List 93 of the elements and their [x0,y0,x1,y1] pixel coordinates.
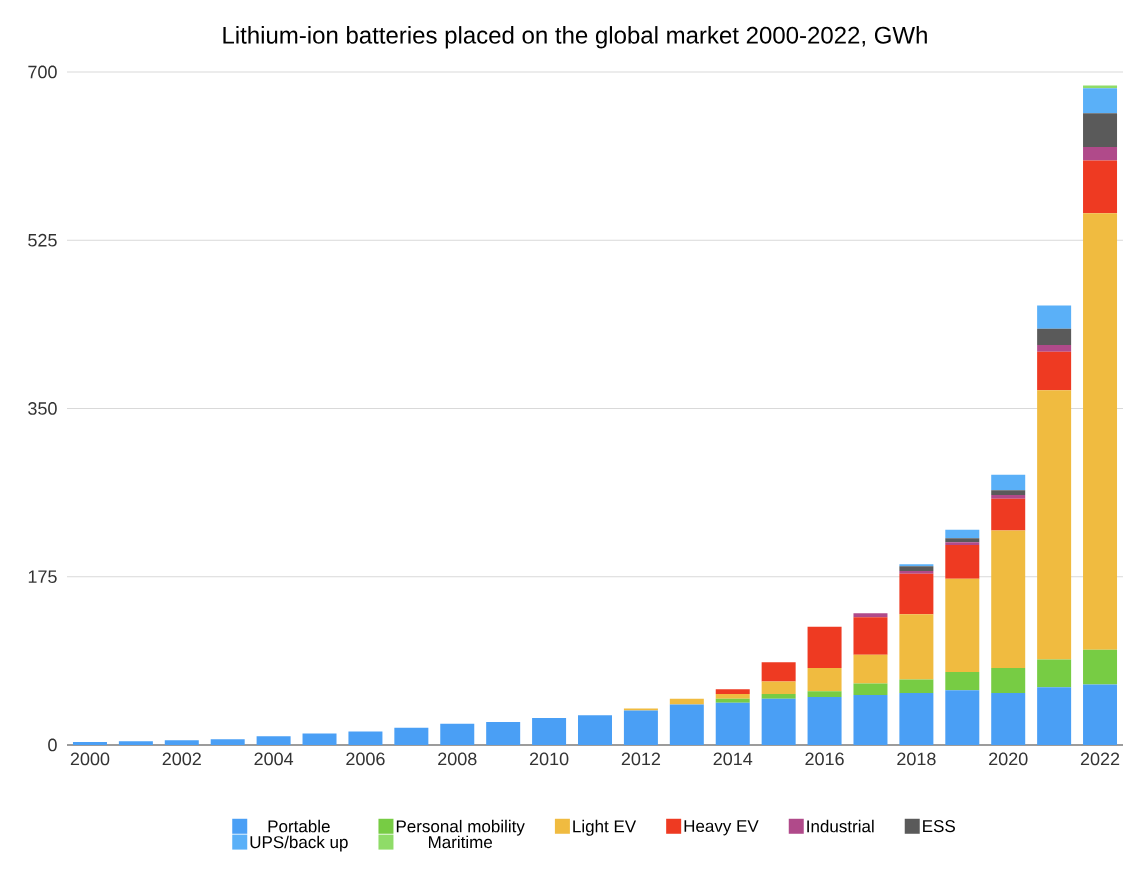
bar [532,718,567,745]
bar [715,698,750,703]
bar [1083,113,1118,147]
bar [899,614,934,680]
x-tick-label: 2014 [713,752,753,766]
legend-label: Light EV [573,819,637,836]
legend-label: ESS [923,820,955,833]
y-tick-label: 700 [28,65,57,79]
y-tick-label: 0 [48,738,57,752]
bar [118,741,153,745]
bar [853,695,888,745]
bar [302,733,337,745]
bar [1083,213,1118,650]
x-tick-label: 2018 [897,752,936,766]
bar [945,538,980,543]
legend-label: Maritime [428,835,493,849]
x-tick-label: 2006 [346,752,385,766]
bar [1083,85,1118,89]
bar [807,691,842,697]
bar [715,702,750,745]
bar [945,671,980,691]
y-tick-label: 175 [28,570,57,584]
bar [1083,649,1118,685]
legend-label: Industrial [807,819,874,833]
bar [761,698,796,745]
bar [945,529,980,539]
bar [440,723,475,745]
bar [853,654,888,684]
bar [899,566,934,571]
x-tick-label: 2000 [70,752,110,766]
x-tick-label: 2016 [805,752,844,766]
bar [256,736,291,745]
bar [991,474,1026,491]
bar [945,690,980,745]
bar [853,683,888,695]
bar [991,693,1026,745]
bar [991,490,1026,496]
bar [1037,305,1072,329]
bar [945,578,980,672]
bar [945,545,980,579]
bar [807,626,842,669]
legend-label: UPS/back up [250,835,348,852]
bar [1083,160,1118,214]
bar [1037,328,1072,346]
y-tick-label: 350 [28,402,57,415]
bar [669,698,704,705]
legend-label: Personal mobility [396,819,525,836]
bar [807,668,842,692]
bar [1083,88,1118,114]
bar [761,662,796,682]
x-tick-label: 2010 [529,752,569,766]
bar [1083,684,1118,745]
bar [578,715,612,745]
bar [486,721,521,745]
bar [1037,687,1072,745]
x-tick-label: 2002 [162,752,201,766]
y-tick-label: 525 [28,233,57,247]
x-tick-label: 2004 [254,752,294,766]
chart-title: Lithium-ion batteries placed on the global market 2000-2022, GWh [223,26,927,49]
bar [164,740,199,745]
bar [394,727,429,745]
bar [1037,345,1072,352]
legend-label: Heavy EV [684,820,759,836]
bar [623,710,658,745]
bar [945,542,980,546]
bar [761,681,796,695]
bar [1037,351,1072,391]
bar [899,679,934,694]
bar [669,704,704,745]
bar [899,693,934,745]
bar [853,613,888,618]
bar [853,617,888,655]
bar [991,530,1026,669]
x-tick-label: 2012 [621,752,661,766]
bar [807,696,842,745]
x-tick-label: 2008 [438,752,477,766]
bar [899,570,934,574]
x-tick-label: 2022 [1080,752,1120,766]
bar [715,694,750,699]
bar [210,739,245,745]
bar [1083,146,1118,161]
bar [1037,659,1072,688]
x-tick-label: 2020 [989,752,1028,766]
bar [991,498,1026,531]
bar [991,668,1026,694]
bar [715,689,750,695]
bar [348,731,383,745]
legend-label: Portable [268,819,330,833]
bar [72,742,107,745]
bar [899,573,934,615]
bar [1037,390,1072,660]
bar [991,495,1026,499]
bar [761,694,796,699]
